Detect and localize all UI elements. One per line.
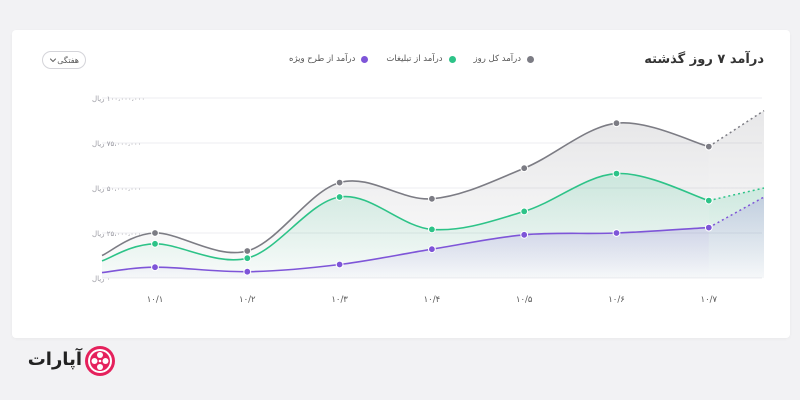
legend-label: درآمد از تبلیغات [386,54,443,64]
card-title: درآمد ۷ روز گذشته [644,52,764,67]
legend-item: درآمد از تبلیغات [386,54,456,64]
legend-dot [448,55,456,63]
data-point [612,229,621,237]
brand-name: آپارات [27,349,82,370]
data-point [151,229,159,237]
film-reel-icon [85,346,115,376]
x-tick-label: ۱۰/۳ [331,295,348,305]
data-point [520,164,529,173]
data-point [704,196,713,205]
chevron-down-icon [49,58,57,63]
data-point [704,223,713,232]
x-tick-label: ۱۰/۲ [239,295,256,305]
data-point [428,245,436,254]
data-point [335,193,344,201]
data-point [612,169,621,178]
series-area [102,227,709,278]
data-point [428,225,436,234]
series-line [101,226,709,274]
series-projection-line [708,109,765,148]
legend-dot [527,55,534,63]
series-line [101,172,710,262]
legend-label: درآمد از طرح ویژه [288,54,356,64]
period-select-label: هفتگی [57,55,79,65]
data-point [243,267,252,276]
legend-label: درآمد کل روز [473,54,521,64]
series-projection-line [708,196,765,229]
data-point [520,207,529,216]
data-point [151,239,159,248]
legend-item: درآمد از طرح ویژه [288,54,369,64]
legend-item: درآمد کل روز [474,54,534,64]
x-tick-label: ۱۰/۴ [424,295,441,305]
y-tick-label: ۷۵،۰۰۰،۰۰۰ ریال [92,140,141,148]
data-point [335,260,344,269]
series-line [101,122,709,257]
revenue-chart: ۰ ریال ۲۵،۰۰۰،۰۰۰ ریال ۵۰،۰۰۰،۰۰۰ ریال ۷۵،۰… [92,95,765,305]
data-point [612,119,621,128]
data-point [243,247,252,255]
x-tick-label: ۱۰/۷ [701,295,718,305]
y-tick-label: ۱۰۰،۰۰۰،۰۰۰ ریال [92,95,145,103]
x-tick-label: ۱۰/۶ [608,295,625,305]
series-projection-area [708,197,764,278]
legend-dot [361,55,369,63]
y-tick-label: ۲۵،۰۰۰،۰۰۰ ریال [92,230,141,238]
data-point [520,230,529,239]
data-point [335,178,344,187]
data-point [243,254,252,263]
revenue-card: درآمد ۷ روز گذشته درآمد کل روز درآمد از ت… [12,30,790,338]
x-tick-label: ۱۰/۱ [147,295,164,305]
y-tick-label: ۰ ریال [92,275,111,283]
period-select[interactable]: هفتگی [42,51,86,69]
x-tick-label: ۱۰/۵ [516,295,533,305]
data-point [428,194,436,203]
y-tick-label: ۵۰،۰۰۰،۰۰۰ ریال [92,185,141,193]
data-point [151,263,159,272]
chart-legend: درآمد کل روز درآمد از تبلیغات درآمد از طرح… [289,54,534,64]
brand: آپارات [22,340,122,380]
data-point [704,142,713,151]
